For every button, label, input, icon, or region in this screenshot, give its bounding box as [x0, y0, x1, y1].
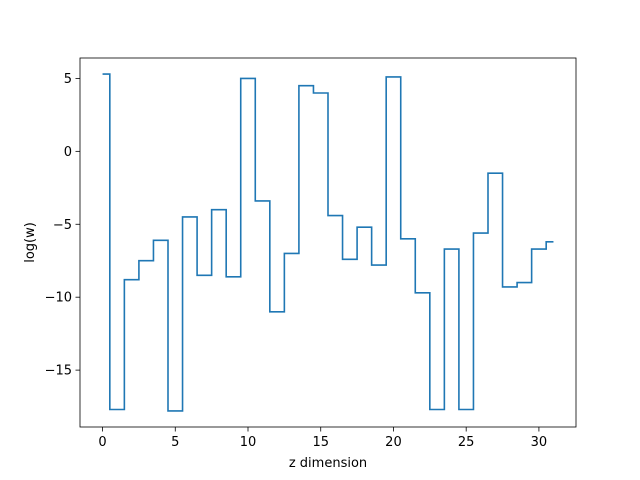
- y-tick-label: −5: [53, 218, 72, 233]
- x-tick-label: 20: [385, 435, 402, 450]
- x-tick-label: 15: [312, 435, 329, 450]
- y-tick-label: 5: [64, 72, 72, 87]
- x-tick-label: 0: [98, 435, 106, 450]
- x-axis-ticks: 0 5 10 15 20 25 30: [98, 427, 547, 450]
- y-tick-label: −10: [45, 291, 72, 306]
- x-tick-label: 30: [531, 435, 548, 450]
- y-tick-label: 0: [64, 145, 72, 160]
- x-tick-label: 25: [458, 435, 475, 450]
- axes-frame: [79, 57, 577, 428]
- y-axis-ticks: 5 0 −5 −10 −15: [45, 72, 80, 379]
- x-axis-label: z dimension: [289, 456, 367, 471]
- x-tick-label: 10: [240, 435, 257, 450]
- y-axis-label: log(w): [23, 222, 38, 263]
- y-tick-label: −15: [45, 364, 72, 379]
- x-tick-label: 5: [171, 435, 179, 450]
- series-line-0: [102, 73, 554, 412]
- plot-area: [102, 73, 554, 412]
